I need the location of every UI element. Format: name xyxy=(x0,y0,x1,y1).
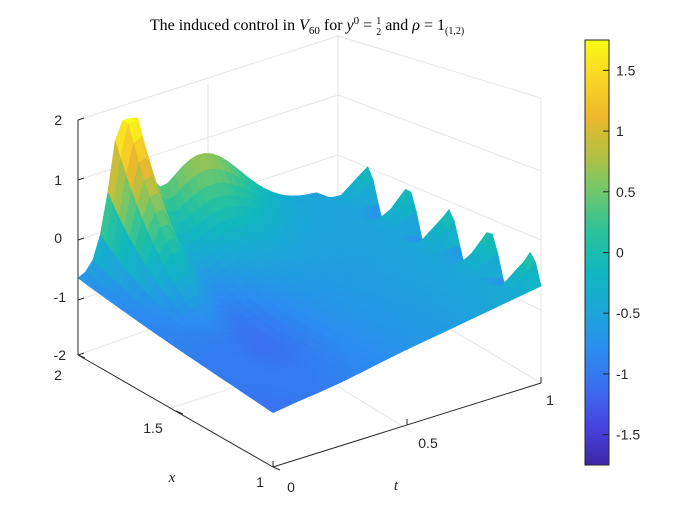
colorbar-tick-label: -1 xyxy=(616,366,629,382)
colorbar-tick-label: 0.5 xyxy=(616,184,636,200)
x-tick-label: 1 xyxy=(256,474,264,490)
surface-patch xyxy=(266,405,282,414)
t-tick-label: 1 xyxy=(546,392,554,408)
colorbar-ticks: 1.5 1 0.5 0 -0.5 -1 -1.5 xyxy=(603,62,640,443)
z-tick-label: -2 xyxy=(54,347,67,363)
z-tick-label: 1 xyxy=(54,172,62,188)
colorbar-tick-label: 1.5 xyxy=(616,62,636,78)
colorbar-tick-label: -0.5 xyxy=(616,305,640,321)
z-tick-label: -1 xyxy=(54,289,67,305)
t-tick-label: 0.5 xyxy=(418,435,438,451)
z-tick-label: 2 xyxy=(54,112,62,128)
colorbar-tick-label: 1 xyxy=(616,123,624,139)
x-tick-label: 1.5 xyxy=(143,420,163,436)
surface-mesh xyxy=(77,117,542,414)
colorbar-tick-label: -1.5 xyxy=(616,427,640,443)
x-axis-label: x xyxy=(168,470,176,486)
colorbar-tick-label: 0 xyxy=(616,245,624,261)
t-axis-label: t xyxy=(394,478,399,494)
t-tick-label: 0 xyxy=(287,479,295,495)
z-tick-label: 0 xyxy=(54,230,62,246)
axes xyxy=(77,117,542,471)
x-tick-label: 2 xyxy=(54,367,62,383)
